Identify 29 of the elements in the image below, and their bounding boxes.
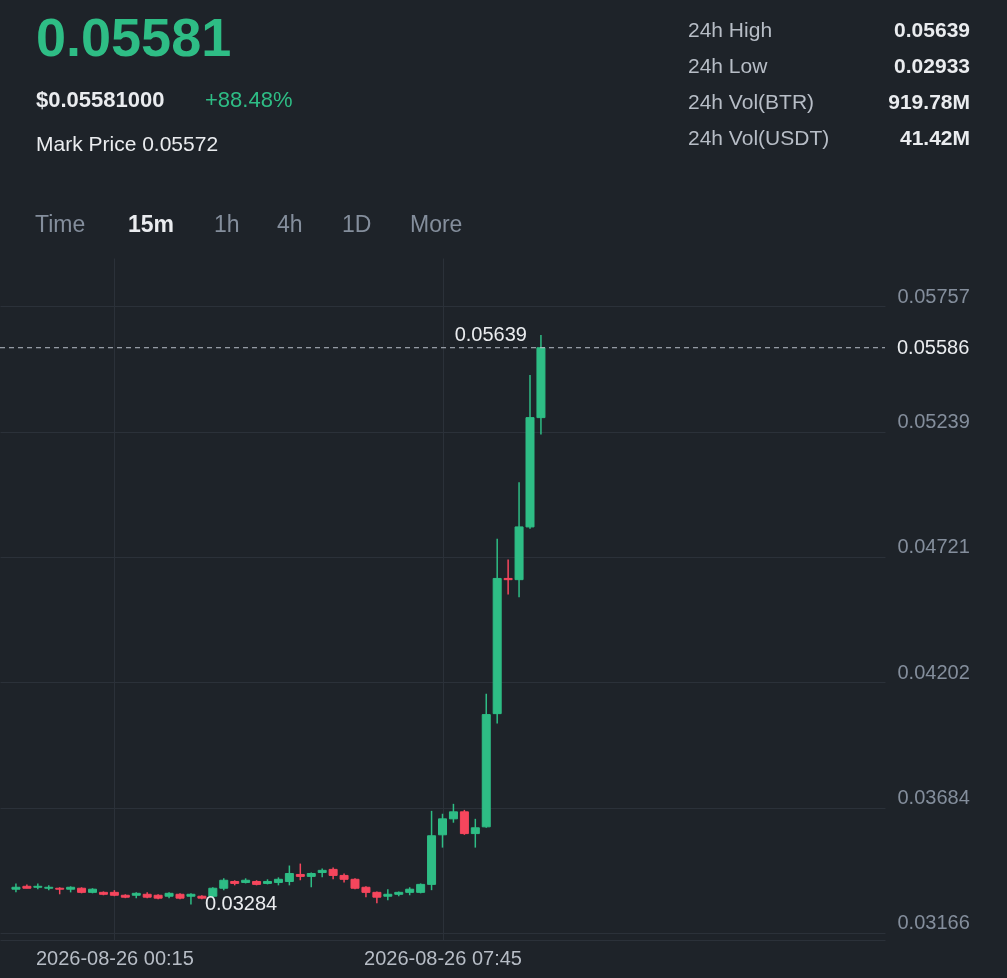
text: 41.42M [899,126,970,149]
text: 1h [214,211,240,237]
x-tick-label: 2026-08-26 00:15 [35,946,194,969]
text: Mark Price 0.05572 [36,132,219,155]
y-tick-label: 0.04202 [897,660,970,683]
y-tick-label: 0.03166 [897,911,970,934]
text: 4h [277,211,303,237]
text: 24h Vol(USDT) [688,126,830,149]
text: 15m [128,211,175,237]
text: 0.05639 [894,18,970,41]
text: +88.48% [205,87,293,112]
x-tick-label: 2026-08-26 07:45 [364,946,522,969]
annotation: 0.03284 [204,892,278,915]
ref-line-label: 0.05586 [897,335,970,358]
text: 24h Vol(BTR) [688,90,815,113]
text: 24h Low [688,54,769,77]
text: 0.02933 [894,54,970,77]
chart-subtitle: $0.05581000 [36,87,165,112]
y-tick-label: 0.04721 [897,535,970,558]
text: Time [35,211,86,237]
chart-title: 0.05581 [36,7,232,67]
text: 1D [342,211,372,237]
y-tick-label: 0.05239 [897,410,970,433]
y-tick-label: 0.05757 [897,284,970,307]
text: 919.78M [888,90,970,113]
text: More [410,211,463,237]
text: 24h High [688,18,773,41]
annotation: 0.05639 [454,322,527,345]
y-tick-label: 0.03684 [897,786,970,809]
